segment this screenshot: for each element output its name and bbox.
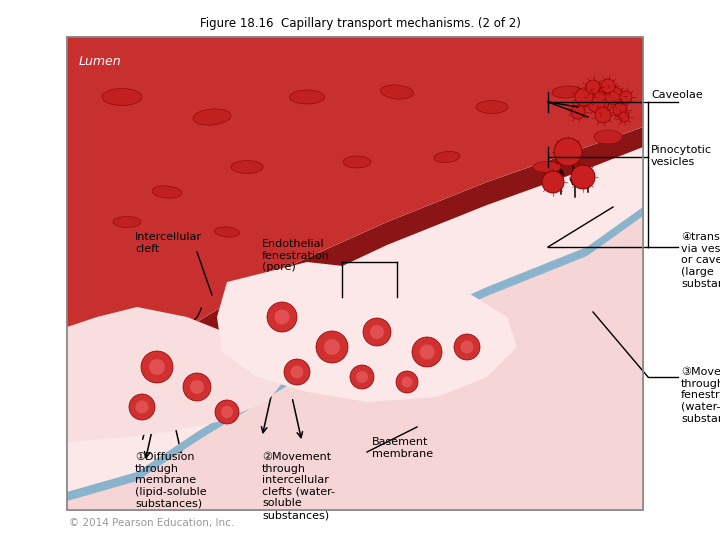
Circle shape — [571, 105, 585, 119]
Text: ①Diffusion
through
membrane
(lipid-soluble
substances): ①Diffusion through membrane (lipid-solub… — [135, 452, 207, 508]
Ellipse shape — [595, 132, 619, 142]
Circle shape — [402, 376, 413, 388]
Circle shape — [129, 394, 155, 420]
Circle shape — [267, 302, 297, 332]
Circle shape — [605, 87, 623, 105]
Circle shape — [412, 337, 442, 367]
Circle shape — [396, 371, 418, 393]
Circle shape — [290, 366, 304, 379]
Circle shape — [284, 359, 310, 385]
Circle shape — [601, 79, 615, 93]
Circle shape — [149, 359, 165, 375]
Circle shape — [575, 88, 593, 106]
Polygon shape — [67, 307, 287, 442]
Ellipse shape — [193, 109, 231, 125]
Circle shape — [586, 80, 600, 94]
Text: Endothelial
fenestration
(pore): Endothelial fenestration (pore) — [262, 239, 330, 272]
Ellipse shape — [381, 85, 413, 99]
Circle shape — [542, 171, 564, 193]
Ellipse shape — [215, 227, 240, 237]
Text: ④transport
via vesicles
or caveolae
(large
substances): ④transport via vesicles or caveolae (lar… — [681, 232, 720, 288]
Ellipse shape — [476, 100, 508, 113]
Ellipse shape — [533, 161, 561, 172]
Circle shape — [183, 373, 211, 401]
Polygon shape — [67, 207, 643, 501]
Circle shape — [324, 339, 340, 355]
Text: ③Movement
through
fenestrations
(water-soluble
substances): ③Movement through fenestrations (water-s… — [681, 367, 720, 423]
Ellipse shape — [231, 160, 263, 173]
Circle shape — [595, 107, 611, 123]
Ellipse shape — [102, 89, 142, 105]
Polygon shape — [67, 127, 643, 492]
Polygon shape — [217, 262, 517, 402]
Circle shape — [454, 334, 480, 360]
Ellipse shape — [594, 130, 622, 144]
Circle shape — [619, 112, 629, 122]
Text: Basement
membrane: Basement membrane — [372, 437, 433, 458]
Ellipse shape — [343, 156, 371, 168]
Ellipse shape — [113, 217, 141, 227]
Circle shape — [356, 371, 368, 383]
Text: © 2014 Pearson Education, Inc.: © 2014 Pearson Education, Inc. — [69, 518, 234, 528]
Text: Figure 18.16  Capillary transport mechanisms. (2 of 2): Figure 18.16 Capillary transport mechani… — [199, 17, 521, 30]
Circle shape — [571, 165, 595, 189]
Text: Pinocytotic
vesicles: Pinocytotic vesicles — [651, 145, 712, 167]
Circle shape — [461, 341, 474, 354]
Circle shape — [554, 138, 582, 166]
Ellipse shape — [552, 86, 582, 98]
Text: Lumen: Lumen — [79, 55, 122, 68]
Bar — [67, 37, 643, 510]
Text: ②Movement
through
intercellular
clefts (water-
soluble
substances): ②Movement through intercellular clefts (… — [262, 452, 335, 520]
Circle shape — [420, 345, 434, 360]
Circle shape — [190, 380, 204, 394]
Bar — [67, 37, 643, 510]
Circle shape — [316, 331, 348, 363]
Circle shape — [274, 309, 289, 325]
Circle shape — [587, 91, 609, 113]
Circle shape — [135, 401, 148, 414]
Text: Caveolae: Caveolae — [651, 90, 703, 100]
Circle shape — [620, 91, 632, 103]
Circle shape — [363, 318, 391, 346]
Text: Intercellular
cleft: Intercellular cleft — [135, 232, 202, 254]
Circle shape — [215, 400, 239, 424]
Circle shape — [141, 351, 173, 383]
Ellipse shape — [434, 151, 460, 163]
Circle shape — [350, 365, 374, 389]
Polygon shape — [67, 127, 643, 407]
Circle shape — [221, 406, 233, 418]
Polygon shape — [67, 37, 643, 387]
Circle shape — [370, 325, 384, 339]
Circle shape — [613, 103, 627, 117]
Ellipse shape — [152, 186, 182, 198]
Ellipse shape — [289, 90, 325, 104]
Polygon shape — [67, 207, 643, 510]
